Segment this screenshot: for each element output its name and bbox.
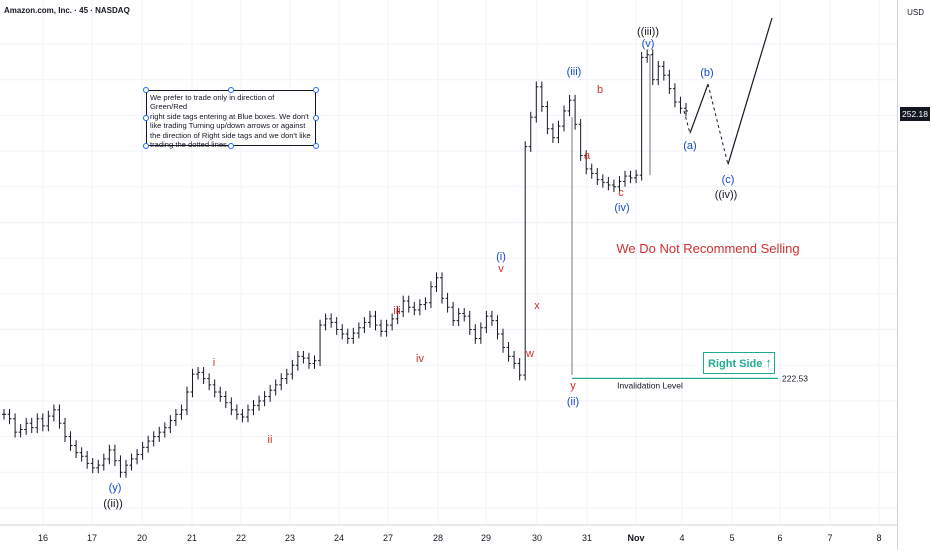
- note-line: right side tags entering at Blue boxes. …: [150, 111, 309, 121]
- x-tick-label: 5: [729, 533, 734, 543]
- projection-line: [689, 83, 709, 134]
- x-tick-label: 22: [236, 533, 246, 543]
- invalidation-value: 222.53: [782, 373, 808, 383]
- wave-label: (iii): [567, 66, 582, 78]
- currency-label: USD: [907, 8, 924, 17]
- x-tick-label: Nov: [627, 533, 644, 543]
- wave-label: ((ii)): [103, 498, 123, 510]
- resize-handle[interactable]: [228, 143, 234, 149]
- wave-label: w: [525, 348, 534, 360]
- wave-label: (a): [683, 140, 696, 152]
- price-axis-panel[interactable]: USD: [897, 0, 932, 550]
- wave-label: y: [570, 380, 576, 392]
- wave-label: (v): [642, 38, 655, 50]
- x-tick-label: 27: [383, 533, 393, 543]
- wave-label: iv: [416, 353, 424, 365]
- x-tick-label: 24: [334, 533, 344, 543]
- x-tick-label: 4: [679, 533, 684, 543]
- wave-label: iii: [393, 305, 400, 317]
- resize-handle[interactable]: [143, 143, 149, 149]
- x-tick-label: 6: [777, 533, 782, 543]
- x-tick-label: 30: [532, 533, 542, 543]
- wave-label: (i): [496, 251, 506, 263]
- resize-handle[interactable]: [143, 87, 149, 93]
- trading-note-box[interactable]: We prefer to trade only in direction of …: [146, 90, 316, 150]
- wave-label: (ii): [567, 396, 579, 408]
- x-tick-label: 17: [87, 533, 97, 543]
- projection-dotted-line: [683, 110, 691, 134]
- resize-handle[interactable]: [228, 87, 234, 93]
- wave-label: c: [618, 187, 624, 199]
- note-line: trading the dotted lines.: [150, 140, 229, 150]
- wave-label: (y): [109, 482, 122, 494]
- right-side-label: Right Side: [708, 358, 763, 370]
- x-tick-label: 31: [582, 533, 592, 543]
- wave-label: v: [498, 263, 504, 275]
- right-side-tag: Right Side ↑: [703, 352, 775, 374]
- x-tick-label: 16: [38, 533, 48, 543]
- wave-label: ((iii)): [637, 26, 659, 38]
- x-tick-label: 29: [481, 533, 491, 543]
- note-line: We prefer to trade only in direction of …: [150, 93, 275, 112]
- wave-label: a: [584, 150, 591, 162]
- wave-label: (b): [700, 67, 713, 79]
- wave-label: x: [534, 300, 540, 312]
- warning-annotation: We Do Not Recommend Selling: [616, 241, 799, 256]
- note-line: like trading Turning up/down arrows or a…: [150, 121, 306, 131]
- resize-handle[interactable]: [313, 87, 319, 93]
- wave-label: (iv): [614, 202, 629, 214]
- x-tick-label: 23: [285, 533, 295, 543]
- projection-dotted-line: [707, 84, 729, 165]
- wave-label: ii: [268, 434, 273, 446]
- last-price-tag: 252.18: [900, 107, 930, 121]
- wave-label: b: [597, 84, 603, 96]
- chart-title: Amazon.com, Inc. · 45 · NASDAQ: [4, 6, 130, 15]
- wave-label: (c): [722, 174, 735, 186]
- x-tick-label: 28: [433, 533, 443, 543]
- resize-handle[interactable]: [313, 143, 319, 149]
- resize-handle[interactable]: [313, 115, 319, 121]
- resize-handle[interactable]: [143, 115, 149, 121]
- x-tick-label: 21: [187, 533, 197, 543]
- up-arrow-icon: ↑: [765, 355, 772, 370]
- wave-label: ((iv)): [715, 189, 738, 201]
- x-tick-label: 7: [827, 533, 832, 543]
- note-line: the direction of Right side tags and we …: [150, 130, 311, 140]
- invalidation-label: Invalidation Level: [617, 380, 683, 390]
- wave-label: i: [213, 357, 215, 369]
- x-tick-label: 20: [137, 533, 147, 543]
- x-tick-label: 8: [876, 533, 881, 543]
- projection-line: [727, 17, 773, 165]
